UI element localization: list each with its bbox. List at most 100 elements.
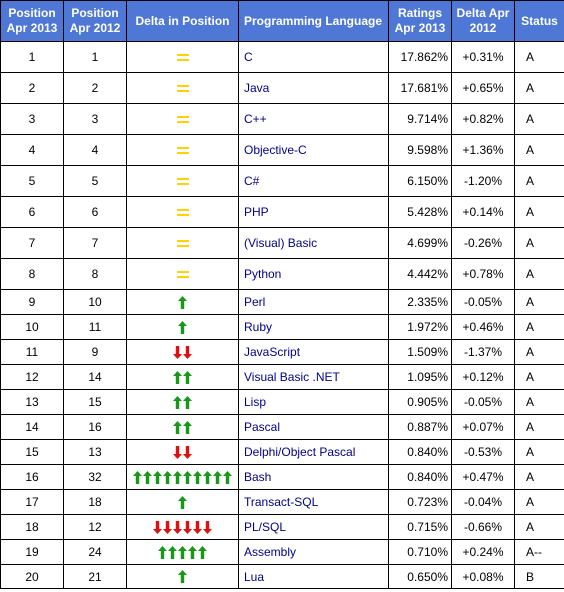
- language-link[interactable]: Pascal: [238, 414, 389, 440]
- delta-position-cell: [126, 103, 239, 135]
- arrow-up-icon: [188, 545, 197, 559]
- language-link[interactable]: C#: [238, 165, 389, 197]
- table-row: 13 15 Lisp 0.905% -0.05% A: [0, 389, 564, 415]
- rating-cell: 17.681%: [388, 72, 452, 104]
- table-row: 15 13 Delphi/Object Pascal 0.840% -0.53% A: [0, 439, 564, 465]
- rating-cell: 0.650%: [388, 564, 452, 589]
- language-link[interactable]: Lisp: [238, 389, 389, 415]
- arrow-down-icon: [203, 520, 212, 534]
- position-2013-cell: 10: [0, 314, 64, 340]
- delta-cell: +0.47%: [451, 464, 515, 490]
- delta-cell: +0.07%: [451, 414, 515, 440]
- table-row: 3 3 C++ 9.714% +0.82% A: [0, 103, 564, 135]
- delta-cell: +0.78%: [451, 258, 515, 290]
- delta-position-cell: [126, 564, 239, 589]
- delta-position-cell: [126, 227, 239, 259]
- position-2012-cell: 1: [63, 41, 127, 73]
- arrow-down-icon: [183, 445, 192, 459]
- table-row: 18 12 PL/SQL 0.715% -0.66% A: [0, 514, 564, 540]
- delta-position-cell: [126, 439, 239, 465]
- delta-cell: +0.46%: [451, 314, 515, 340]
- position-2013-cell: 20: [0, 564, 64, 589]
- header-status: Status: [514, 0, 564, 42]
- delta-position-cell: [126, 514, 239, 540]
- delta-position-cell: [126, 41, 239, 73]
- language-link[interactable]: PL/SQL: [238, 514, 389, 540]
- delta-cell: -0.66%: [451, 514, 515, 540]
- language-link[interactable]: C++: [238, 103, 389, 135]
- language-link[interactable]: Assembly: [238, 539, 389, 565]
- rating-cell: 0.715%: [388, 514, 452, 540]
- language-link[interactable]: Bash: [238, 464, 389, 490]
- table-row: 9 10 Perl 2.335% -0.05% A: [0, 289, 564, 315]
- arrow-up-icon: [158, 545, 167, 559]
- header-delta: Delta Apr 2012: [451, 0, 515, 42]
- table-row: 16 32 Bash 0.840% +0.47% A: [0, 464, 564, 490]
- status-cell: A: [514, 439, 564, 465]
- language-link[interactable]: PHP: [238, 196, 389, 228]
- arrow-down-icon: [173, 520, 182, 534]
- position-2013-cell: 16: [0, 464, 64, 490]
- table-row: 14 16 Pascal 0.887% +0.07% A: [0, 414, 564, 440]
- delta-cell: -0.53%: [451, 439, 515, 465]
- language-link[interactable]: Delphi/Object Pascal: [238, 439, 389, 465]
- language-link[interactable]: Perl: [238, 289, 389, 315]
- arrow-up-icon: [178, 320, 187, 334]
- position-2012-cell: 12: [63, 514, 127, 540]
- arrow-up-icon: [203, 470, 212, 484]
- table-row: 6 6 PHP 5.428% +0.14% A: [0, 196, 564, 228]
- delta-cell: +0.24%: [451, 539, 515, 565]
- language-link[interactable]: Python: [238, 258, 389, 290]
- delta-position-cell: [126, 314, 239, 340]
- delta-position-cell: [126, 339, 239, 365]
- language-link[interactable]: JavaScript: [238, 339, 389, 365]
- table-row: 1 1 C 17.862% +0.31% A: [0, 41, 564, 73]
- table-row: 12 14 Visual Basic .NET 1.095% +0.12% A: [0, 364, 564, 390]
- position-2013-cell: 9: [0, 289, 64, 315]
- language-link[interactable]: Lua: [238, 564, 389, 589]
- position-2012-cell: 8: [63, 258, 127, 290]
- position-2013-cell: 12: [0, 364, 64, 390]
- arrow-up-icon: [183, 370, 192, 384]
- delta-position-cell: [126, 464, 239, 490]
- delta-position-cell: [126, 489, 239, 515]
- delta-position-cell: [126, 72, 239, 104]
- language-link[interactable]: Java: [238, 72, 389, 104]
- status-cell: A: [514, 72, 564, 104]
- table-row: 5 5 C# 6.150% -1.20% A: [0, 165, 564, 197]
- rating-cell: 2.335%: [388, 289, 452, 315]
- language-link[interactable]: (Visual) Basic: [238, 227, 389, 259]
- arrow-up-icon: [183, 420, 192, 434]
- status-cell: A: [514, 227, 564, 259]
- position-2012-cell: 11: [63, 314, 127, 340]
- table-row: 20 21 Lua 0.650% +0.08% B: [0, 564, 564, 589]
- language-link[interactable]: Visual Basic .NET: [238, 364, 389, 390]
- table-row: 19 24 Assembly 0.710% +0.24% A--: [0, 539, 564, 565]
- delta-position-cell: [126, 364, 239, 390]
- header-ratings: Ratings Apr 2013: [388, 0, 452, 42]
- table-row: 7 7 (Visual) Basic 4.699% -0.26% A: [0, 227, 564, 259]
- language-link[interactable]: Objective-C: [238, 134, 389, 166]
- equal-icon: [176, 239, 189, 247]
- delta-position-cell: [126, 165, 239, 197]
- position-2012-cell: 6: [63, 196, 127, 228]
- rating-cell: 0.905%: [388, 389, 452, 415]
- rating-cell: 0.887%: [388, 414, 452, 440]
- status-cell: A: [514, 389, 564, 415]
- status-cell: B: [514, 564, 564, 589]
- language-link[interactable]: Transact-SQL: [238, 489, 389, 515]
- rating-cell: 9.598%: [388, 134, 452, 166]
- rating-cell: 5.428%: [388, 196, 452, 228]
- position-2012-cell: 13: [63, 439, 127, 465]
- delta-cell: -0.05%: [451, 389, 515, 415]
- status-cell: A: [514, 258, 564, 290]
- arrow-up-icon: [168, 545, 177, 559]
- arrow-up-icon: [178, 495, 187, 509]
- language-link[interactable]: C: [238, 41, 389, 73]
- position-2013-cell: 5: [0, 165, 64, 197]
- position-2012-cell: 14: [63, 364, 127, 390]
- position-2012-cell: 18: [63, 489, 127, 515]
- arrow-down-icon: [193, 520, 202, 534]
- header-position-2012: Position Apr 2012: [63, 0, 127, 42]
- language-link[interactable]: Ruby: [238, 314, 389, 340]
